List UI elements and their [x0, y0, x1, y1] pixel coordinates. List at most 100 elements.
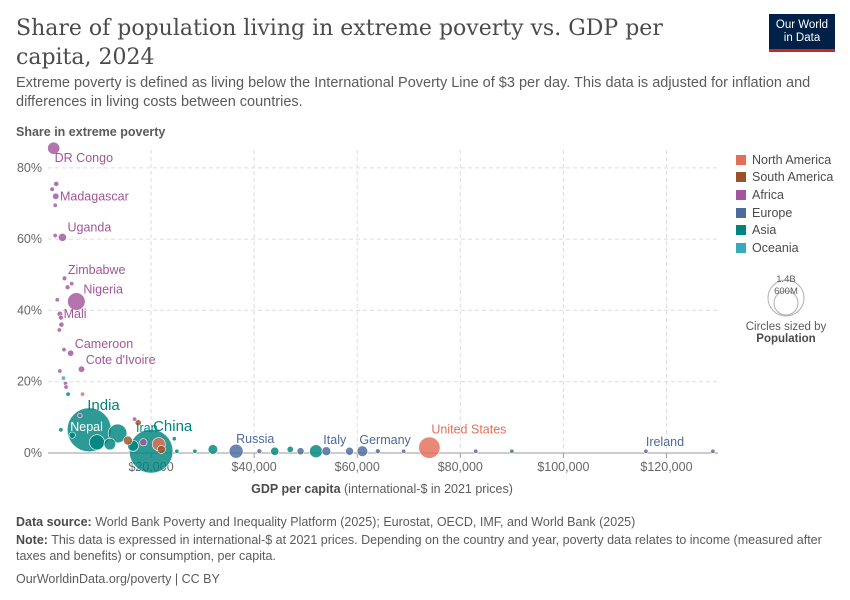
- data-point: [67, 292, 86, 311]
- data-point: [68, 431, 76, 439]
- data-point: [123, 435, 133, 446]
- point-label: United States: [431, 423, 506, 437]
- legend-item[interactable]: Oceania: [736, 239, 833, 257]
- y-tick-label: 40%: [17, 303, 42, 317]
- data-point: [52, 233, 58, 239]
- legend-label: South America: [752, 170, 834, 185]
- y-tick-label: 0%: [24, 446, 42, 460]
- point-label: Nigeria: [83, 283, 123, 297]
- size-legend-large-label: 1.4B: [776, 274, 796, 285]
- data-point: [270, 446, 280, 456]
- data-point: [58, 314, 64, 321]
- data-point: [65, 391, 71, 397]
- data-point: [52, 202, 58, 208]
- chart-subtitle: Extreme poverty is defined as living bel…: [16, 75, 811, 110]
- x-tick-label: $100,000: [537, 460, 589, 474]
- data-point: [132, 416, 138, 422]
- logo-line-1: Our World: [775, 19, 829, 31]
- point-label: Ireland: [646, 435, 684, 449]
- data-point: [64, 284, 71, 291]
- data-point: [52, 192, 60, 200]
- data-point: [321, 446, 332, 456]
- data-point: [89, 434, 105, 451]
- data-point: [356, 445, 369, 457]
- point-label: Mali: [64, 307, 87, 321]
- point-label: China: [153, 418, 193, 435]
- point-label: Russia: [236, 432, 274, 446]
- data-point: [256, 448, 263, 454]
- data-point: [103, 437, 116, 451]
- data-point: [107, 423, 128, 444]
- point-label: India: [87, 397, 120, 414]
- legend-label: Oceania: [752, 240, 799, 255]
- data-point: [63, 384, 69, 390]
- data-point: [49, 186, 55, 192]
- data-point: [401, 448, 407, 454]
- y-axis-label: Share in extreme poverty: [16, 125, 165, 139]
- legend-swatch: [736, 207, 746, 218]
- point-label: Cameroon: [75, 337, 133, 351]
- size-legend: 1.4B 600M Circles sized by Population: [736, 270, 836, 345]
- data-point: [77, 413, 83, 419]
- legend-item[interactable]: Africa: [736, 186, 833, 204]
- chart-note-label: Note:: [16, 533, 48, 547]
- data-source-text: World Bank Poverty and Inequality Platfo…: [95, 515, 636, 529]
- data-point: [710, 448, 716, 454]
- data-source-label: Data source:: [16, 515, 92, 529]
- y-tick-label: 20%: [17, 375, 42, 389]
- data-point: [286, 445, 294, 453]
- data-point: [58, 232, 67, 242]
- point-label: Nepal: [70, 420, 103, 434]
- data-point: [128, 429, 174, 474]
- x-tick-label: $40,000: [232, 460, 277, 474]
- data-point: [61, 275, 68, 281]
- x-axis-label: GDP per capita (international-$ in 2021 …: [251, 482, 513, 496]
- data-point: [139, 438, 148, 447]
- x-axis-label-main: GDP per capita: [251, 482, 341, 496]
- logo-line-2: in Data: [783, 32, 821, 44]
- point-label: Madagascar: [60, 189, 129, 203]
- point-label: Iran: [136, 421, 158, 435]
- legend-swatch: [736, 225, 746, 236]
- legend-label: North America: [752, 152, 832, 167]
- size-legend-large-circle: [767, 279, 805, 317]
- legend-item[interactable]: South America: [736, 169, 833, 187]
- data-point: [509, 448, 515, 454]
- data-point: [53, 180, 60, 187]
- data-point: [418, 436, 441, 459]
- data-point: [57, 368, 63, 374]
- x-tick-label: $120,000: [640, 460, 692, 474]
- chart-note-text: This data is expressed in international-…: [16, 533, 822, 563]
- data-point: [228, 443, 244, 459]
- data-point: [309, 444, 323, 458]
- data-point: [60, 375, 66, 381]
- data-point: [156, 445, 166, 454]
- legend-item[interactable]: North America: [736, 151, 833, 169]
- data-point: [69, 281, 75, 287]
- region-legend: North America South America Africa Europe As…: [736, 151, 833, 257]
- data-point: [171, 436, 177, 442]
- point-label: DR Congo: [55, 151, 113, 165]
- y-tick-label: 80%: [17, 161, 42, 175]
- size-legend-small-circle: [773, 290, 799, 316]
- data-point: [61, 347, 67, 353]
- data-point: [473, 448, 479, 454]
- data-point: [77, 365, 86, 373]
- data-point: [54, 297, 60, 303]
- legend-swatch: [736, 242, 746, 253]
- owid-logo[interactable]: Our World in Data: [769, 14, 835, 52]
- legend-item[interactable]: Europe: [736, 204, 833, 222]
- y-tick-label: 60%: [17, 232, 42, 246]
- legend-item[interactable]: Asia: [736, 221, 833, 239]
- point-label: Italy: [323, 433, 347, 447]
- source-url[interactable]: OurWorldinData.org/poverty | CC BY: [16, 572, 220, 586]
- data-point: [174, 448, 180, 454]
- data-source: Data source: World Bank Poverty and Ineq…: [16, 514, 826, 530]
- data-point: [80, 391, 86, 397]
- data-point: [192, 448, 198, 454]
- point-label: Uganda: [68, 220, 112, 234]
- data-point: [58, 321, 65, 328]
- legend-swatch: [736, 154, 746, 165]
- logo-accent-bar: [769, 49, 835, 52]
